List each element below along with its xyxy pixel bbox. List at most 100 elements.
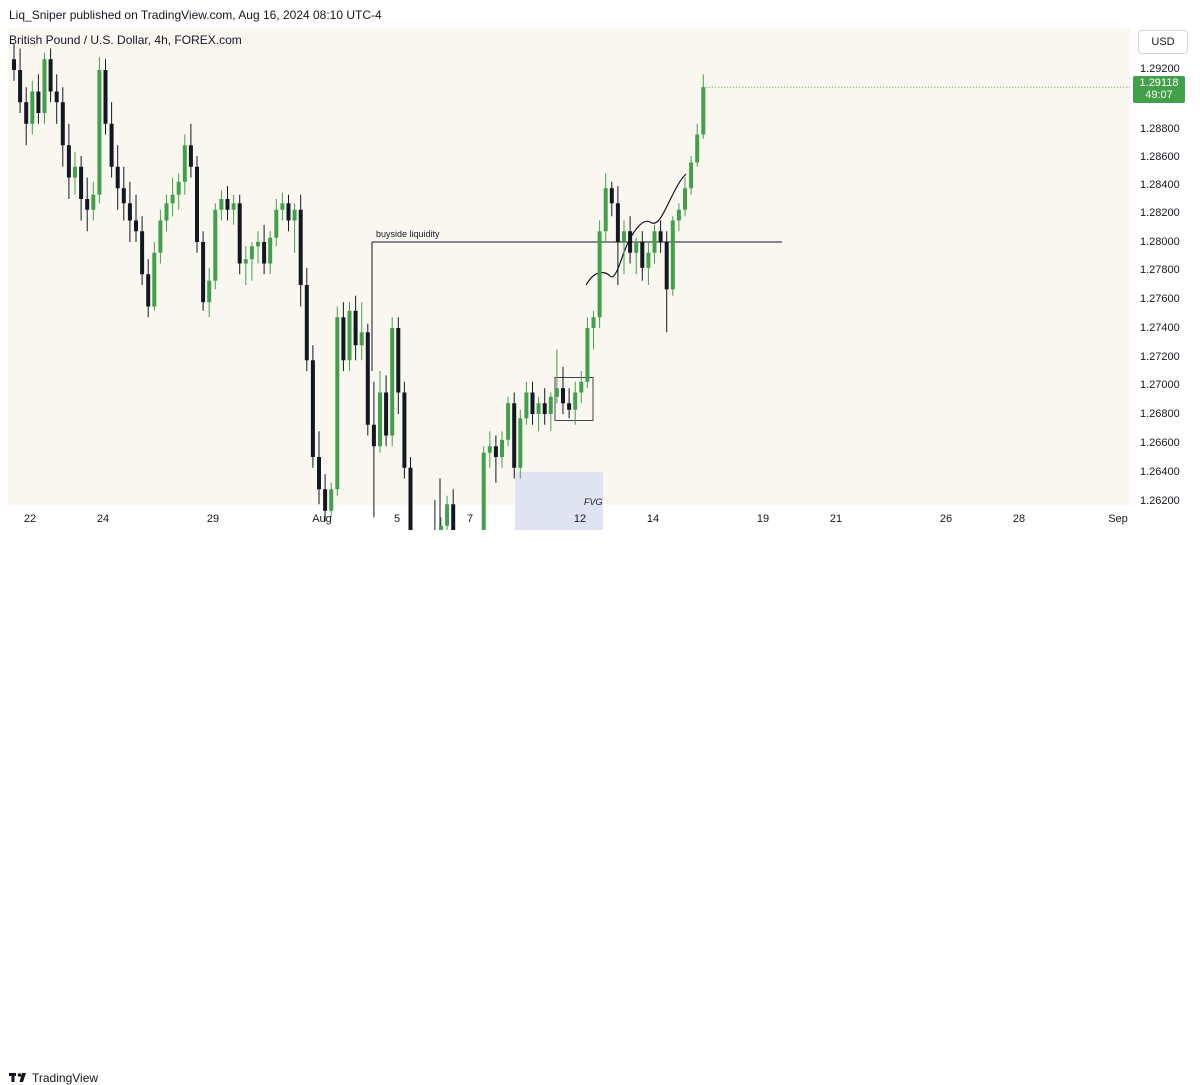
candle-body bbox=[134, 220, 138, 232]
price-tick: 1.27600 bbox=[1140, 293, 1180, 305]
tradingview-logo-icon bbox=[9, 1073, 26, 1082]
price-tick: 1.26800 bbox=[1140, 408, 1180, 420]
candle-body bbox=[609, 188, 614, 204]
price-tick: 1.27400 bbox=[1140, 322, 1180, 334]
candle-body bbox=[231, 203, 236, 210]
candle-body bbox=[323, 489, 328, 511]
candle-body bbox=[73, 166, 77, 178]
last-price-label: 1.29118 49:07 bbox=[1133, 76, 1185, 103]
candle-body bbox=[683, 188, 687, 210]
candle-body bbox=[384, 392, 389, 436]
currency-button[interactable]: USD bbox=[1138, 30, 1188, 54]
candle-body bbox=[634, 242, 639, 253]
candle-body bbox=[60, 102, 65, 146]
candle-body bbox=[188, 145, 193, 167]
candle-body bbox=[573, 392, 578, 410]
candle-body bbox=[518, 418, 523, 468]
time-tick: 19 bbox=[756, 513, 770, 525]
candle-body bbox=[292, 209, 297, 221]
candle-body bbox=[109, 123, 114, 167]
candle-body bbox=[18, 70, 23, 103]
price-tick: 1.27200 bbox=[1140, 351, 1180, 363]
candle-body bbox=[152, 252, 157, 307]
candle-body bbox=[115, 166, 120, 189]
candle-body bbox=[524, 392, 529, 419]
candlestick-chart: FVG buyside liquidity bbox=[12, 44, 1130, 562]
candle-body bbox=[396, 328, 401, 393]
candle-body bbox=[530, 392, 535, 414]
candle-body bbox=[652, 231, 657, 253]
price-tick: 1.28000 bbox=[1140, 236, 1180, 248]
candle-body bbox=[591, 317, 596, 328]
candle-body bbox=[500, 439, 504, 457]
candle-body bbox=[536, 403, 541, 414]
candle-body bbox=[176, 181, 181, 195]
last-price-value: 1.29118 bbox=[1139, 77, 1179, 89]
candle-body bbox=[548, 396, 553, 414]
fvg-label: FVG bbox=[584, 497, 603, 507]
price-tick: 1.26400 bbox=[1140, 466, 1180, 478]
candle-body bbox=[628, 231, 633, 253]
candle-body bbox=[79, 166, 84, 199]
candle-body bbox=[12, 59, 16, 70]
bar-countdown: 49:07 bbox=[1145, 89, 1173, 101]
candle-body bbox=[237, 203, 242, 264]
candle-body bbox=[317, 457, 321, 490]
time-tick: 12 bbox=[573, 513, 587, 525]
candle-body bbox=[286, 203, 291, 221]
candle-body bbox=[335, 317, 340, 490]
candle-body bbox=[268, 237, 273, 264]
candle-body bbox=[664, 242, 669, 290]
candle-body bbox=[140, 231, 145, 275]
candle-body bbox=[341, 317, 346, 361]
candle-body bbox=[329, 489, 334, 511]
candle-body bbox=[451, 504, 456, 554]
candle-body bbox=[304, 285, 309, 361]
candle-body bbox=[365, 332, 370, 425]
candle-body bbox=[85, 199, 90, 210]
projection-path bbox=[585, 173, 687, 286]
candle-body bbox=[30, 91, 35, 124]
candle-body bbox=[658, 231, 663, 242]
candle-body bbox=[371, 424, 376, 447]
candle-body bbox=[274, 209, 279, 238]
candle-body bbox=[262, 242, 267, 264]
candle-body bbox=[170, 194, 175, 204]
candle-body bbox=[603, 188, 608, 232]
candle-body bbox=[676, 209, 681, 221]
candle-body bbox=[280, 203, 285, 210]
candle-body bbox=[481, 452, 486, 562]
candle-body bbox=[512, 403, 517, 468]
time-tick: Aug bbox=[312, 513, 332, 525]
candle-body bbox=[207, 280, 212, 303]
time-tick: 5 bbox=[393, 513, 401, 525]
price-tick: 1.28800 bbox=[1140, 123, 1180, 135]
candle-body bbox=[670, 220, 675, 290]
price-tick: 1.26600 bbox=[1140, 437, 1180, 449]
price-axis[interactable] bbox=[1130, 28, 1192, 505]
candle-body bbox=[103, 70, 108, 124]
time-tick: 29 bbox=[206, 513, 220, 525]
price-tick: 1.26200 bbox=[1140, 495, 1180, 507]
candle-body bbox=[353, 310, 358, 346]
candle-body bbox=[213, 209, 218, 281]
candle-body bbox=[554, 388, 559, 397]
candle-body bbox=[310, 360, 315, 457]
candle-body bbox=[408, 467, 413, 562]
candle-body bbox=[298, 209, 303, 285]
candle-body bbox=[36, 91, 41, 113]
candle-body bbox=[359, 332, 364, 346]
candle-body bbox=[615, 203, 620, 242]
candle-body bbox=[378, 392, 382, 447]
chart-area[interactable] bbox=[8, 28, 1130, 505]
symbol-title: British Pound / U.S. Dollar, 4h, FOREX.c… bbox=[9, 33, 242, 47]
candle-body bbox=[42, 59, 47, 113]
time-tick: 24 bbox=[96, 513, 110, 525]
price-tick: 1.28400 bbox=[1140, 179, 1180, 191]
candle-body bbox=[146, 274, 151, 307]
candle-body bbox=[542, 403, 547, 414]
candle-body bbox=[597, 231, 602, 318]
candle-body bbox=[445, 504, 450, 526]
candle-body bbox=[158, 220, 163, 253]
candle-body bbox=[579, 381, 584, 393]
